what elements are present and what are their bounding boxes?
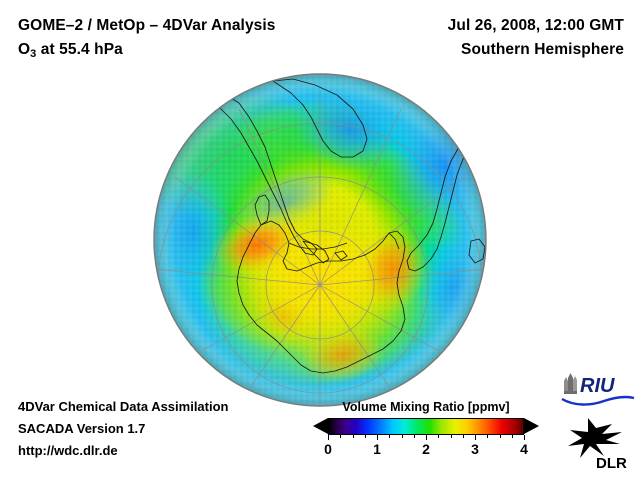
colorbar-minor-tick xyxy=(511,435,513,438)
colorbar-major-tick xyxy=(328,435,329,440)
colorbar-gradient xyxy=(328,418,524,435)
colorbar-major-tick xyxy=(524,435,525,440)
globe-outline xyxy=(153,73,487,407)
credit-line-2: SACADA Version 1.7 xyxy=(18,421,146,436)
dlr-wordmark: DLR xyxy=(596,455,627,472)
colorbar-title: Volume Mixing Ratio [ppmv] xyxy=(342,400,510,414)
coastline-falklands xyxy=(334,250,348,261)
colorbar-tick-labels: 0 1 2 3 4 xyxy=(324,441,528,459)
colorbar-minor-tick xyxy=(389,435,391,438)
colorbar: Volume Mixing Ratio [ppmv] 0 1 2 3 4 xyxy=(310,400,542,457)
subtitle-species: O xyxy=(18,41,31,58)
colorbar-minor-tick xyxy=(364,435,366,438)
polar-stereographic-map xyxy=(153,73,487,407)
colorbar-extend-max-icon xyxy=(524,418,539,434)
footer-credits: 4DVar Chemical Data Assimilation SACADA … xyxy=(18,396,318,462)
colorbar-row: 0 1 2 3 4 xyxy=(310,418,542,457)
colorbar-minor-tick xyxy=(413,435,415,438)
colorbar-tick-label: 0 xyxy=(324,441,332,457)
page-title: GOME–2 / MetOp – 4DVar Analysis xyxy=(18,17,276,34)
riu-wordmark: RIU xyxy=(580,375,615,397)
region-label: Southern Hemisphere xyxy=(461,41,624,58)
colorbar-tick-label: 3 xyxy=(471,441,479,457)
colorbar-tick-label: 1 xyxy=(373,441,381,457)
riu-wave-icon xyxy=(561,395,635,406)
coastline-antarctica xyxy=(236,220,406,374)
coastline-africa xyxy=(406,128,486,272)
colorbar-tick-label: 2 xyxy=(422,441,430,457)
coastline-madagascar xyxy=(468,238,486,264)
riu-tower-icon xyxy=(564,373,577,394)
subtitle-subscript: 3 xyxy=(30,48,37,60)
colorbar-extend-min-icon xyxy=(313,418,328,434)
colorbar-minor-tick xyxy=(450,435,452,438)
riu-logo: RIU xyxy=(560,372,636,410)
colorbar-minor-tick xyxy=(401,435,403,438)
timestamp-label: Jul 26, 2008, 12:00 GMT xyxy=(447,17,624,34)
colorbar-major-tick xyxy=(426,435,427,440)
credit-line-1: 4DVar Chemical Data Assimilation xyxy=(18,399,229,414)
colorbar-minor-tick xyxy=(462,435,464,438)
coastline-south-america xyxy=(188,80,318,256)
colorbar-minor-tick xyxy=(352,435,354,438)
dlr-mark-icon xyxy=(568,418,622,458)
colorbar-minor-tick xyxy=(499,435,501,438)
subtitle-level: at 55.4 hPa xyxy=(36,41,123,58)
colorbar-minor-tick xyxy=(487,435,489,438)
colorbar-major-tick xyxy=(377,435,378,440)
colorbar-tick-label: 4 xyxy=(520,441,528,457)
page-subtitle: O3 at 55.4 hPa xyxy=(18,38,378,63)
colorbar-minor-tick xyxy=(340,435,342,438)
coastlines xyxy=(188,78,486,374)
header-right-block: Jul 26, 2008, 12:00 GMT Southern Hemisph… xyxy=(324,14,624,62)
credit-url[interactable]: http://wdc.dlr.de xyxy=(18,443,118,458)
colorbar-minor-tick xyxy=(438,435,440,438)
colorbar-ticks xyxy=(328,435,525,440)
dlr-logo: DLR xyxy=(566,416,634,472)
colorbar-major-tick xyxy=(475,435,476,440)
header-left-block: GOME–2 / MetOp – 4DVar Analysis O3 at 55… xyxy=(18,14,378,63)
